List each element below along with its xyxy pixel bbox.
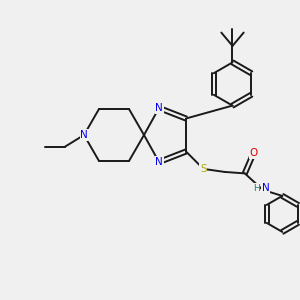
Text: N: N	[155, 157, 163, 167]
Text: S: S	[200, 164, 207, 174]
Text: N: N	[262, 183, 270, 194]
Text: N: N	[80, 130, 88, 140]
Text: O: O	[250, 148, 258, 158]
Text: N: N	[155, 103, 163, 113]
Text: H: H	[253, 184, 260, 193]
